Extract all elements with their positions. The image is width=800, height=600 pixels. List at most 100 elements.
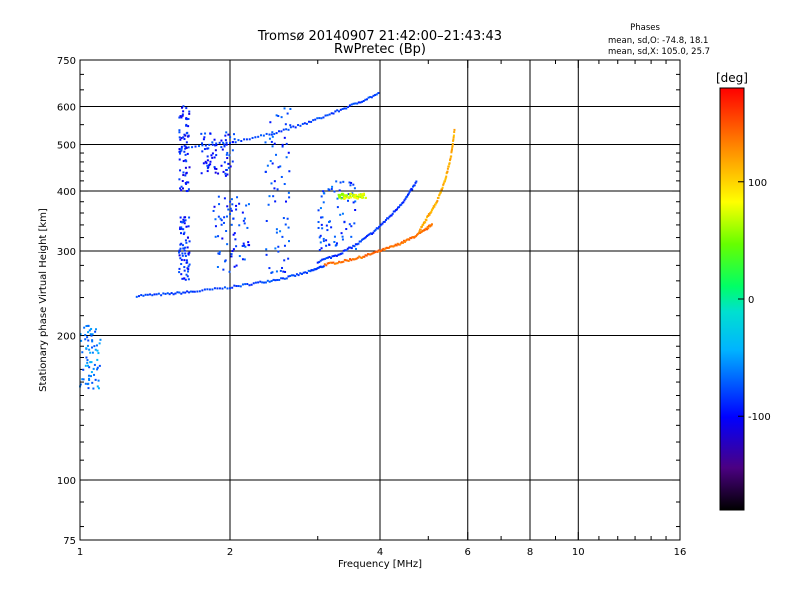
data-point [185,190,188,193]
data-point [206,164,209,167]
data-point [287,240,290,243]
data-point [450,148,453,151]
data-point [328,113,331,116]
data-point [187,268,190,271]
data-point [230,223,233,226]
data-point [378,225,381,228]
data-point [408,238,411,241]
data-point [322,192,325,195]
data-point [358,240,361,243]
data-point [383,249,386,252]
data-point [207,147,210,150]
data-point [325,257,328,260]
data-point [270,280,273,283]
data-point [222,141,225,144]
data-point [327,188,330,191]
data-point [382,247,385,250]
data-point [348,193,351,196]
data-point [229,212,232,215]
data-point [372,94,375,97]
data-point [445,175,448,178]
data-point [215,167,218,170]
data-point [290,274,293,277]
data-point [352,183,355,186]
data-point [335,262,338,265]
data-point [338,195,341,198]
data-point [180,232,183,235]
data-point [88,377,91,380]
data-point [238,224,241,227]
data-point [84,333,87,336]
data-point [313,268,316,271]
data-point [430,223,433,226]
data-point [393,244,396,247]
data-point [270,271,273,274]
data-point [90,361,93,364]
data-point [168,293,171,296]
data-point [391,212,394,215]
data-point [368,253,371,256]
data-point [281,145,284,148]
data-point [92,367,95,370]
data-point [220,164,223,167]
data-point [330,112,333,115]
data-point [263,281,266,284]
data-point [276,278,279,281]
data-point [250,283,253,286]
data-point [412,185,415,188]
data-point [264,141,267,144]
data-point [233,138,236,141]
data-point [345,249,348,252]
data-point [180,137,183,140]
data-point [234,238,237,241]
data-point [356,243,359,246]
data-point [268,280,271,283]
data-point [185,273,188,276]
data-point [351,192,354,195]
data-point [426,216,429,219]
data-point [162,292,165,295]
data-point [413,184,416,187]
data-point [343,221,346,224]
data-point [87,387,90,390]
data-point [182,247,185,250]
data-point [185,160,188,163]
data-point [97,379,100,382]
colorbar-tick-label: -100 [748,412,771,423]
data-point [229,207,232,210]
data-point [206,147,209,150]
data-point [317,266,320,269]
data-point [318,248,321,251]
data-point [302,271,305,274]
data-point [227,162,230,165]
data-point [186,290,189,293]
data-point [406,195,409,198]
data-point [216,265,219,268]
data-point [287,257,290,260]
data-point [180,292,183,295]
data-point [184,166,187,169]
data-point [361,193,364,196]
data-point [349,193,352,196]
data-point [187,265,190,268]
data-point [84,382,87,385]
data-point [92,387,95,390]
data-point [244,245,247,248]
data-point [235,245,238,248]
data-point [452,139,455,142]
data-point [432,207,435,210]
data-point [188,112,191,115]
data-point [185,123,188,126]
data-point [323,263,326,266]
data-point [230,198,233,201]
data-point [335,243,338,246]
data-point [181,252,184,255]
data-point [330,187,333,190]
data-point [284,123,287,126]
data-point [180,263,183,266]
data-point [381,248,384,251]
data-point [333,190,336,193]
data-point [193,290,196,293]
x-axis-label: Frequency [MHz] [338,559,422,570]
data-point [271,131,274,134]
